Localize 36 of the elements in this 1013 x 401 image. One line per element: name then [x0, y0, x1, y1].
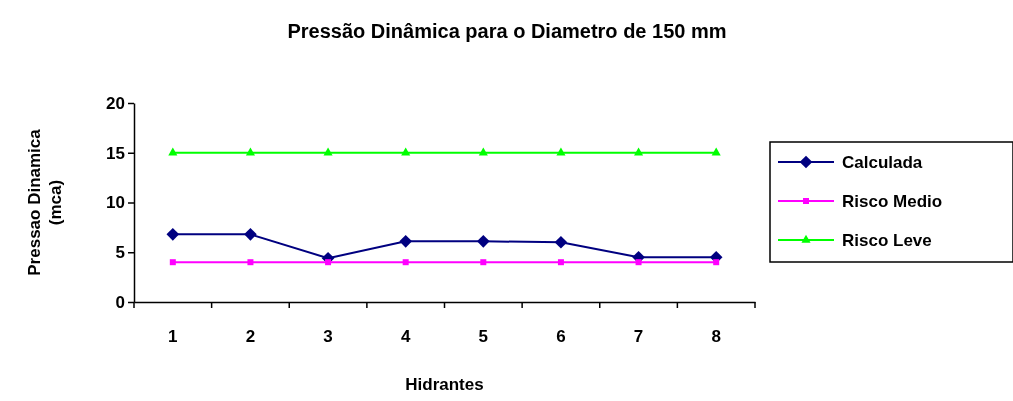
x-tick-label: 3	[323, 327, 333, 347]
y-tick-label: 5	[115, 243, 125, 263]
chart-title: Pressão Dinâmica para o Diametro de 150 mm	[287, 20, 727, 42]
x-tick-label: 5	[478, 327, 489, 347]
point	[634, 147, 644, 156]
point	[166, 228, 180, 241]
point	[402, 259, 409, 266]
point	[713, 259, 720, 266]
x-tick-label: 4	[400, 327, 411, 347]
y-tick-label: 10	[106, 193, 125, 213]
point	[476, 234, 490, 248]
point	[168, 147, 178, 156]
point	[480, 259, 487, 266]
point	[247, 259, 254, 266]
legend-label: Risco Medio	[842, 192, 943, 211]
x-tick-label: 2	[245, 327, 256, 347]
point	[244, 228, 257, 241]
point	[556, 147, 566, 156]
point	[325, 259, 332, 266]
y-tick-label: 20	[106, 93, 125, 113]
x-tick-label: 8	[711, 327, 721, 347]
x-tick-label: 1	[168, 327, 178, 347]
point	[557, 259, 564, 266]
x-tick-label: 6	[556, 327, 566, 347]
x-tick-label: 7	[633, 327, 644, 347]
legend-label: Risco Leve	[842, 231, 932, 250]
point	[323, 147, 333, 156]
legend-label: Calculada	[842, 153, 923, 172]
y-axis-title: Pressao Dinamica (mca)	[25, 128, 66, 276]
point	[554, 235, 568, 249]
point	[635, 259, 642, 266]
y-tick-label: 15	[106, 143, 125, 163]
y-tick-label: 0	[115, 292, 125, 312]
x-axis-title: Hidrantes	[405, 375, 484, 394]
point	[169, 259, 176, 266]
point	[399, 234, 413, 248]
